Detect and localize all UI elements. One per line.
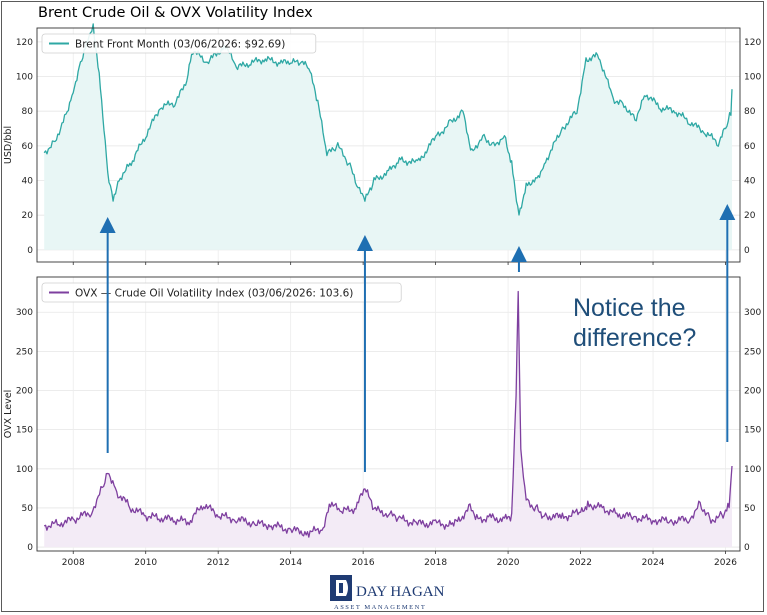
ovx-ytick-left: 200 [16,387,33,397]
ovx-area-fill [44,291,732,548]
ovx-ytick-left: 100 [16,465,33,475]
notice-line-2: difference? [573,324,696,352]
figure-title: Brent Crude Oil & OVX Volatility Index [38,5,313,21]
brent-ytick-right: 80 [744,107,756,117]
comparison-arrows [99,204,736,472]
brent-ytick-left: 80 [22,107,34,117]
brent-axes-box [36,27,741,263]
ovx-xtick-label: 2012 [207,558,230,568]
ovx-ytick-right: 300 [744,308,761,318]
logo-name: DAY HAGAN [356,584,445,600]
notice-line-1: Notice the [573,294,686,322]
ovx-xtick-label: 2016 [352,558,375,568]
brent-ytick-right: 0 [744,246,750,256]
brent-ytick-right: 60 [744,142,756,152]
ovx-ytick-right: 50 [744,504,756,514]
ovx-xtick-label: 2014 [279,558,302,568]
brent-legend-label: Brent Front Month (03/06/2026: $92.69) [75,39,285,51]
ovx-ytick-left: 250 [16,347,33,357]
logo-sub: ASSET MANAGEMENT [334,604,426,611]
ovx-xtick-label: 2026 [714,558,737,568]
ovx-ytick-left: 150 [16,426,33,436]
ovx-ytick-right: 200 [744,387,761,397]
brent-ytick-left: 0 [27,246,33,256]
brent-ytick-left: 20 [22,211,34,221]
brent-ytick-right: 40 [744,177,756,187]
brent-series-line [43,23,733,216]
ovx-axes-box [36,276,741,552]
ovx-ytick-right: 100 [744,465,761,475]
brent-ytick-left: 120 [16,38,33,48]
ovx-ylabel: OVX Level [3,390,14,438]
brent-area-fill [44,23,732,250]
brent-ytick-right: 120 [744,38,761,48]
ovx-xtick-label: 2022 [569,558,592,568]
brent-ytick-left: 100 [16,73,33,83]
ovx-xtick-label: 2020 [497,558,520,568]
brent-panel: 0 0 20 20 40 40 60 60 80 80 100 100 120 120 USD/bbl Bre… [3,23,761,265]
ovx-xtick-label: 2008 [62,558,85,568]
brent-ylabel: USD/bbl [3,126,14,164]
ovx-panel: 0 0 50 50 100 100 150 150 200 200 250 250 300 300 2008… [3,276,761,568]
brent-ytick-right: 20 [744,211,756,221]
ovx-xtick-label: 2018 [424,558,447,568]
ovx-series-line [43,290,733,538]
ovx-ytick-right: 0 [744,543,750,553]
brent-legend-box [41,33,317,54]
brent-ytick-left: 60 [22,142,34,152]
ovx-xtick-label: 2010 [134,558,157,568]
ovx-ytick-right: 250 [744,347,761,357]
ovx-legend-label: OVX — Crude Oil Volatility Index (03/06/… [75,288,353,300]
brent-ytick-right: 100 [744,73,761,83]
ovx-ytick-right: 150 [744,426,761,436]
brent-ytick-left: 40 [22,177,34,187]
ovx-legend-box [41,282,402,303]
ovx-ytick-left: 300 [16,308,33,318]
ovx-xtick-label: 2024 [642,558,665,568]
ovx-ytick-left: 50 [22,504,34,514]
logo-emblem-icon [330,575,352,601]
ovx-ytick-left: 0 [27,543,33,553]
day-hagan-logo: DAY HAGAN ASSET MANAGEMENT [330,575,445,611]
